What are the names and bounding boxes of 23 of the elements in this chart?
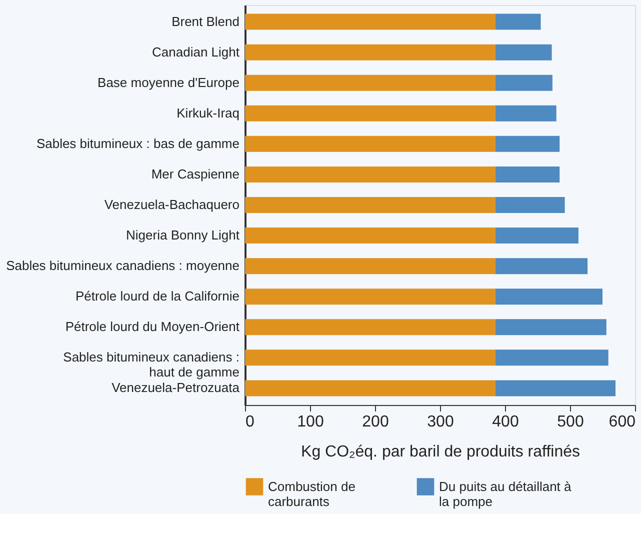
x-tick-label: 300 (427, 414, 454, 430)
y-tick-label: Venezuela-Petrozuata (112, 380, 240, 396)
x-axis-title: Kg CO₂éq. par baril de produits raffinés (301, 444, 580, 460)
y-tick-label: Mer Caspienne (151, 166, 240, 182)
y-tick-label: Sables bitumineux canadiens : moyenne (6, 258, 240, 274)
x-tick-label: 600 (608, 414, 636, 430)
y-tick-label: Canadian Light (152, 44, 240, 60)
x-tick-label: 0 (246, 414, 254, 430)
y-tick-label: Venezuela-Bachaquero (104, 197, 240, 212)
x-tick-label: 500 (557, 414, 584, 430)
x-tick-label: 100 (297, 414, 324, 430)
x-tick-label: 400 (492, 414, 519, 430)
y-tick-label: Sables bitumineux : bas de gamme (36, 136, 240, 151)
y-tick-label: Kirkuk-Iraq (176, 105, 240, 120)
y-tick-label: Pétrole lourd du Moyen-Orient (65, 319, 240, 334)
y-tick-label: Base moyenne d'Europe (98, 74, 240, 90)
x-tick-label: 200 (362, 414, 389, 430)
legend-label: Du puits au détaillant à la pompe (439, 478, 572, 509)
y-tick-label: Brent Blend (172, 14, 240, 29)
y-tick-label: Pétrole lourd de la Californie (75, 288, 240, 304)
y-tick-label: Sables bitumineux canadiens : haut de gamme (63, 350, 240, 380)
legend-label: Combustion de carburants (268, 478, 356, 509)
y-tick-label: Nigeria Bonny Light (126, 228, 240, 243)
